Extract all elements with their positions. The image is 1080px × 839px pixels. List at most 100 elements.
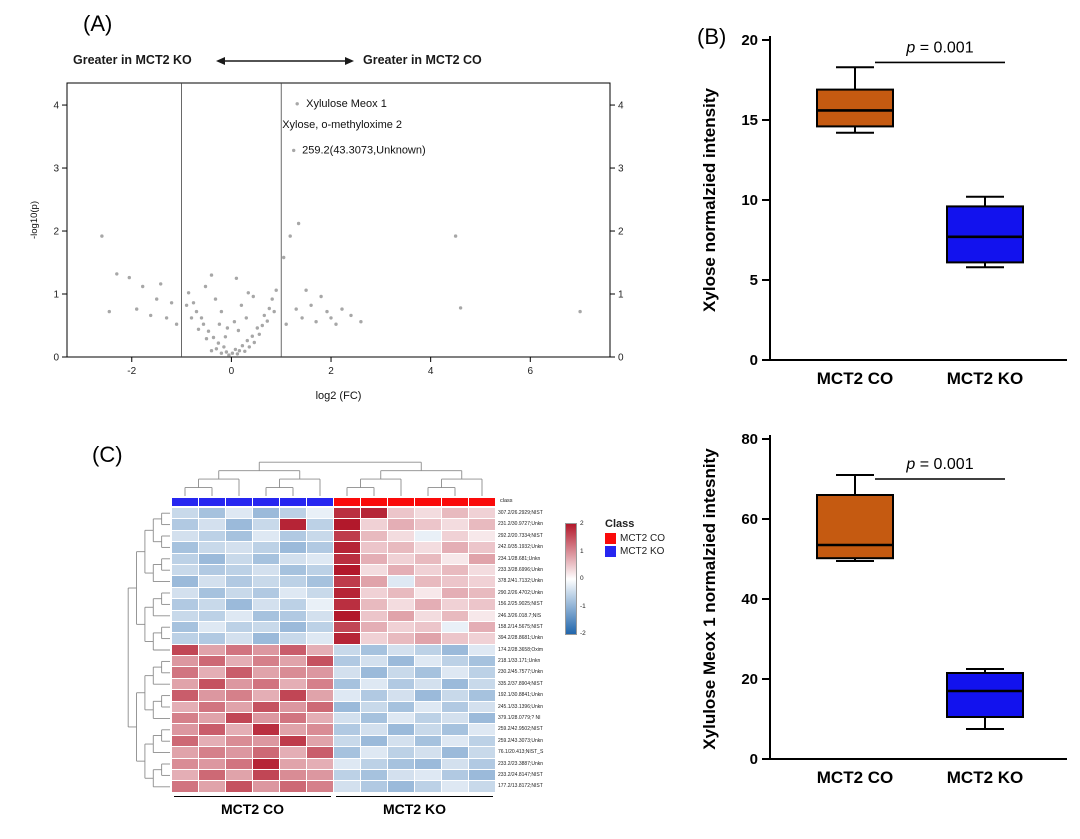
heatmap-cell [172,667,198,678]
heatmap-cell [172,656,198,667]
heatmap-cell [469,553,495,564]
heatmap-cell [388,564,414,576]
heatmap-cell [388,735,414,747]
heatmap-row-label: 394.2/28.8681;Unkn [498,635,544,642]
heatmap-cell [415,644,441,656]
heatmap-cell [442,542,468,553]
heatmap-cell [361,621,387,633]
heatmap-cell [334,542,360,553]
heatmap-cell [199,644,225,656]
heatmap-cell [172,530,198,542]
heatmap-cell [469,530,495,542]
class-bar-segment [226,498,252,506]
heatmap-cell [415,621,441,633]
heatmap-row-label: 335.2/37.8904;NIST [498,680,543,687]
heatmap-cell [388,656,414,667]
heatmap-cell [334,713,360,724]
heatmap-cell [280,553,306,564]
heatmap-cell [199,542,225,553]
heatmap-cell [199,610,225,621]
heatmap-cell [442,758,468,769]
heatmap-cell [226,781,252,792]
heatmap-cell [253,713,279,724]
heatmap-cell [415,678,441,690]
heatmap-cell [199,769,225,781]
heatmap-cell [253,621,279,633]
heatmap-cell [334,530,360,542]
heatmap-row-label: 231.2/30.9727;Unkn [498,521,544,528]
colorbar-tick: 1 [580,547,584,555]
panel-b-label: (B) [697,24,727,49]
heatmap-cell [280,610,306,621]
heatmap-row-label: 192.1/30.8841;Unkn [498,692,544,699]
heatmap-cell [280,599,306,610]
heatmap-cell [253,542,279,553]
heatmap-cell [253,508,279,519]
heatmap-cell [226,542,252,553]
heatmap-cell [361,576,387,587]
svg-text:40: 40 [741,591,758,608]
heatmap-cell [361,633,387,644]
heatmap-row-label: 233.2/23.3887;Unkn [498,760,544,767]
heatmap-cell [469,621,495,633]
heatmap-cell [361,769,387,781]
heatmap-cell [388,508,414,519]
heatmap-cell [253,769,279,781]
class-bar-segment [253,498,279,506]
panel-c: (C) class 307.2/26.2929;NIST 231.2/30.972… [60,438,720,838]
svg-text:3: 3 [53,164,59,175]
heatmap-cell [280,667,306,678]
heatmap-cell [442,678,468,690]
svg-text:Xylose normalzied intensity: Xylose normalzied intensity [700,88,719,312]
heatmap-cell [253,519,279,530]
svg-text:4: 4 [53,101,59,112]
heatmap-cell [199,758,225,769]
heatmap-cell [469,758,495,769]
heatmap-cell [307,587,333,599]
heatmap-cell [226,656,252,667]
heatmap-cell [199,587,225,599]
heatmap-cell [199,667,225,678]
heatmap-cell [361,508,387,519]
heatmap-cell [199,519,225,530]
heatmap-cell [280,781,306,792]
heatmap-cell [415,690,441,701]
box-mct2-ko [946,195,1024,269]
heatmap-cell [361,599,387,610]
heatmap-row-label: 156.2/25.9025;NIST [498,601,543,608]
heatmap-cell [307,656,333,667]
heatmap-cell [307,747,333,758]
heatmap-cell [199,621,225,633]
heatmap-cell [442,530,468,542]
heatmap-cell [280,678,306,690]
heatmap-cell [388,553,414,564]
class-bar-segment [307,498,333,506]
group-label-ko: MCT2 KO [383,801,446,817]
heatmap-cell [334,747,360,758]
class-bar-segment [280,498,306,506]
heatmap-cell [415,735,441,747]
heatmap-row-label: 242.0/35.1932;Unkn [498,544,544,551]
heatmap-cell [172,735,198,747]
heatmap-cell [307,542,333,553]
heatmap-row-label: 259.2/42.9502;NIST [498,726,543,733]
heatmap-cell [388,610,414,621]
heatmap-cell [199,553,225,564]
heatmap-row-label: 230.2/45.7577;Unkn [498,669,544,676]
heatmap-cell [334,633,360,644]
heatmap-cell [469,747,495,758]
heatmap-cell [307,678,333,690]
heatmap-cell [253,724,279,735]
heatmap-cell [226,621,252,633]
class-bar-segment [172,498,198,506]
heatmap-cell [253,564,279,576]
heatmap-cell [226,644,252,656]
heatmap-cell [334,519,360,530]
heatmap-cell [442,633,468,644]
svg-text:-log10(p): -log10(p) [29,201,40,239]
heatmap-row-label: 246.3/26.018.7;NIS [498,612,542,619]
heatmap-cell [415,553,441,564]
heatmap-cell [415,758,441,769]
heatmap-cell [469,678,495,690]
